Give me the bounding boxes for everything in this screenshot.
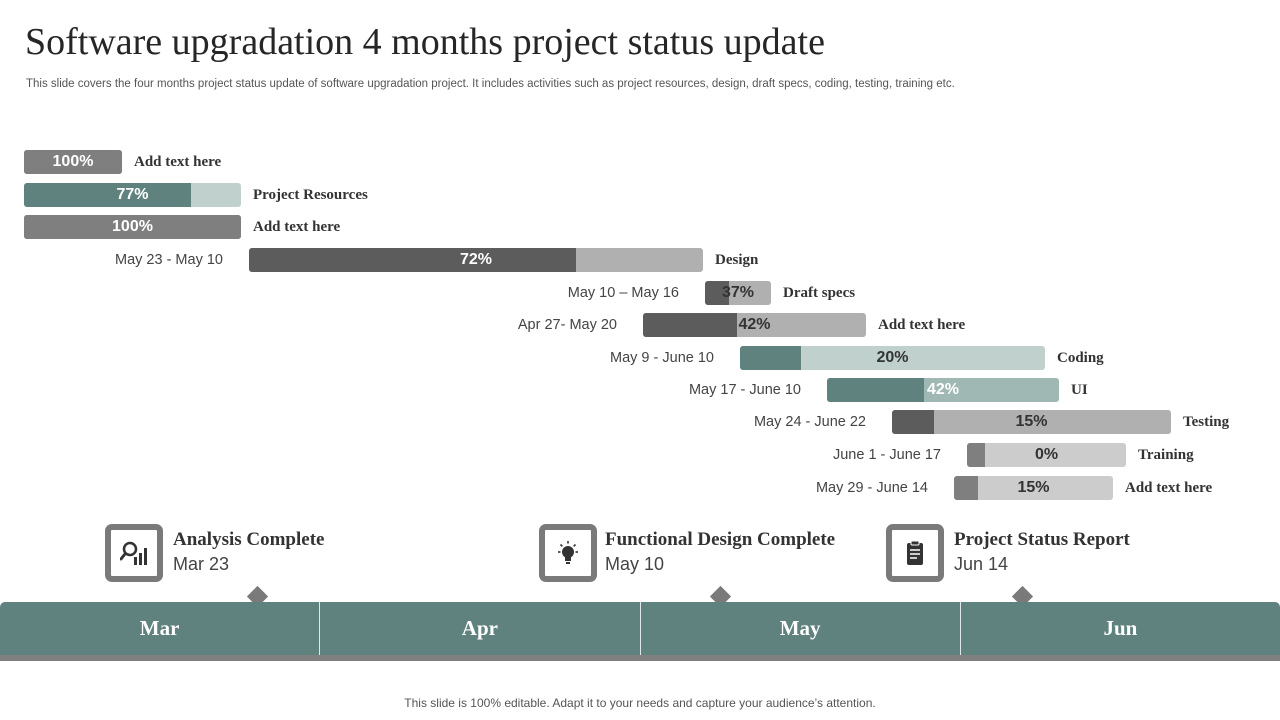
- milestone-date: May 10: [605, 554, 665, 574]
- gantt-date-range: Apr 27- May 20: [517, 317, 617, 333]
- gantt-task-label: Add text here: [253, 219, 341, 235]
- gantt-bar-percent: 100%: [112, 218, 153, 235]
- gantt-bar-percent: 100%: [52, 153, 94, 170]
- gantt-bar: 72%: [249, 248, 703, 272]
- gantt-date-range: May 10 – May 16: [567, 285, 679, 301]
- gantt-bar-percent: 15%: [1017, 479, 1050, 496]
- gantt-bar-progress: [892, 410, 934, 434]
- clipboard-icon: [886, 524, 944, 582]
- gantt-task-label: Draft specs: [783, 285, 856, 301]
- gantt-task-label: UI: [1071, 382, 1088, 398]
- gantt-date-range: May 23 - May 10: [115, 252, 223, 268]
- gantt-bar-progress: [954, 476, 978, 500]
- gantt-bar-progress: [967, 443, 985, 467]
- milestone-title: Functional Design Complete: [605, 529, 836, 550]
- milestone-date: Mar 23: [173, 554, 230, 574]
- month-mar: Mar: [0, 602, 321, 655]
- gantt-bar-progress: [827, 378, 924, 402]
- gantt-task-label: Testing: [1183, 414, 1230, 430]
- gantt-bar: 15%: [954, 476, 1113, 500]
- lightbulb-icon: [539, 524, 597, 582]
- slide-subtitle: This slide covers the four months projec…: [26, 78, 955, 90]
- gantt-task-label: Project Resources: [253, 187, 368, 203]
- gantt-task-label: Coding: [1057, 350, 1104, 366]
- timeline-shadow: [0, 655, 1280, 661]
- gantt-bar: 15%: [892, 410, 1171, 434]
- gantt-bar-percent: 42%: [738, 316, 771, 333]
- gantt-task-label: Training: [1138, 447, 1194, 463]
- gantt-bar-progress: [249, 248, 576, 272]
- gantt-bar-progress: [705, 281, 729, 305]
- gantt-bar: 20%: [740, 346, 1045, 370]
- analysis-chart-icon: [105, 524, 163, 582]
- month-timeline: Mar Apr May Jun: [0, 602, 1280, 655]
- gantt-date-range: May 9 - June 10: [610, 350, 714, 366]
- month-may: May: [641, 602, 961, 655]
- gantt-task-label: Design: [715, 252, 759, 268]
- footer-note: This slide is 100% editable. Adapt it to…: [404, 696, 876, 710]
- gantt-bar-progress: [24, 183, 191, 207]
- gantt-task-label: Add text here: [1125, 480, 1213, 496]
- gantt-bar-percent: 15%: [1015, 413, 1048, 430]
- gantt-bar: 100%: [24, 150, 122, 174]
- slide-title: Software upgradation 4 months project st…: [25, 21, 825, 63]
- gantt-bar-percent: 20%: [876, 349, 909, 366]
- gantt-bar: 42%: [827, 378, 1059, 402]
- gantt-date-range: June 1 - June 17: [832, 447, 941, 463]
- gantt-task-label: Add text here: [134, 154, 222, 170]
- gantt-bar-percent: 0%: [1034, 446, 1059, 463]
- gantt-bar-percent: 37%: [721, 284, 755, 301]
- gantt-bar-percent: 77%: [116, 186, 149, 203]
- gantt-bar: 42%: [643, 313, 866, 337]
- gantt-bar-progress: [740, 346, 801, 370]
- gantt-date-range: May 29 - June 14: [815, 480, 928, 496]
- gantt-bar: 77%: [24, 183, 241, 207]
- gantt-bar-progress: [24, 150, 122, 174]
- milestone-title: Analysis Complete: [173, 529, 325, 550]
- gantt-bar-percent: 42%: [926, 381, 960, 398]
- gantt-date-range: May 17 - June 10: [688, 382, 801, 398]
- gantt-bar-percent: 72%: [459, 251, 493, 268]
- gantt-bar-progress: [643, 313, 737, 337]
- gantt-bar-progress: [24, 215, 241, 239]
- milestone-date: Jun 14: [954, 554, 1009, 574]
- gantt-task-label: Add text here: [878, 317, 966, 333]
- gantt-date-range: May 24 - June 22: [753, 414, 866, 430]
- milestone-title: Project Status Report: [954, 529, 1130, 550]
- gantt-bar: 0%: [967, 443, 1126, 467]
- month-jun: Jun: [1103, 616, 1138, 640]
- gantt-bar: 100%: [24, 215, 241, 239]
- month-apr: Apr: [320, 602, 641, 655]
- gantt-bar: 37%: [705, 281, 771, 305]
